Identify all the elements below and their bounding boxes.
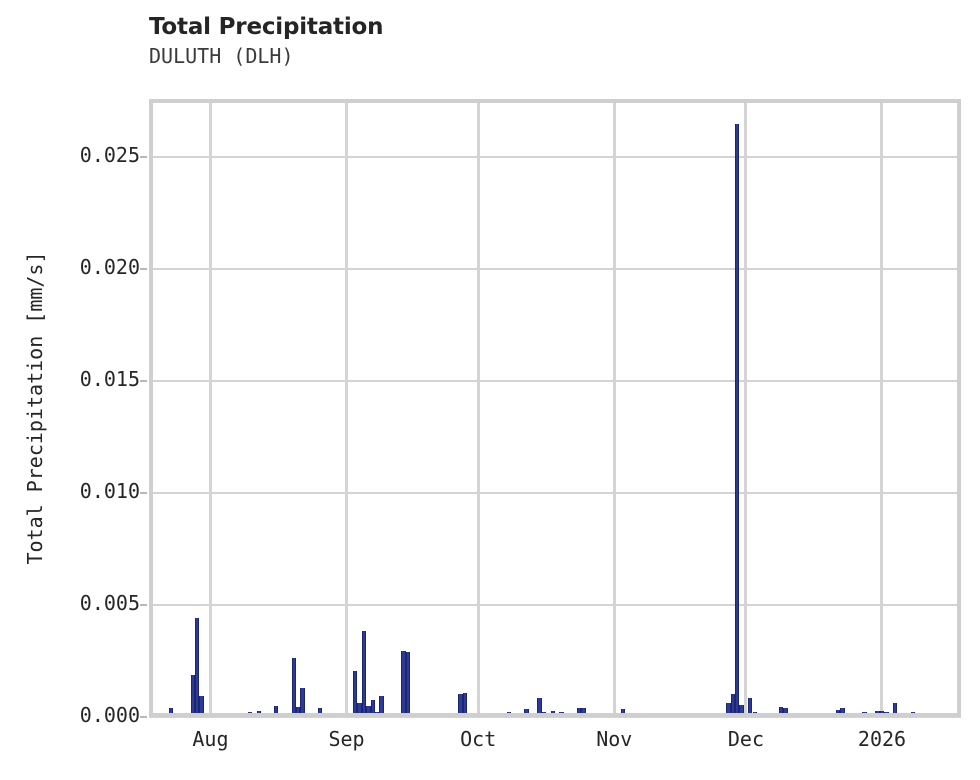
bar: [739, 704, 744, 715]
title-block: Total Precipitation DULUTH (DLH): [149, 14, 849, 69]
bar: [300, 688, 305, 715]
y-axis-tick-label: 0.025: [79, 143, 140, 168]
bar: [524, 709, 529, 715]
y-axis-tick-label: 0.010: [79, 479, 140, 504]
gridline-horizontal: [149, 604, 961, 607]
bar: [730, 693, 735, 715]
bar: [195, 617, 200, 715]
y-axis-tick-mark: [140, 492, 147, 495]
plot-area: [149, 99, 961, 718]
y-axis-tick-mark: [140, 268, 147, 271]
bar: [783, 708, 788, 715]
y-axis-tick-mark: [140, 380, 147, 383]
y-axis-tick-labels: 0.000 0.005 0.010 0.015 0.020 0.025: [12, 99, 147, 727]
x-axis-tick-label: Dec: [727, 727, 764, 751]
gridline-horizontal: [149, 380, 961, 383]
bar: [840, 708, 845, 715]
gridline-vertical: [476, 99, 480, 717]
bar: [620, 709, 626, 715]
bar: [581, 708, 586, 715]
bar: [199, 695, 204, 715]
axis-spine-bottom: [149, 713, 961, 717]
bar: [256, 710, 261, 715]
gridline-horizontal: [149, 156, 961, 159]
gridline-vertical: [612, 99, 616, 717]
bar: [550, 710, 555, 715]
bar: [462, 692, 468, 715]
bar: [726, 702, 731, 715]
axis-spine-right: [957, 99, 961, 717]
bar: [835, 710, 841, 715]
gridline-horizontal: [149, 268, 961, 271]
x-axis-tick-label: Aug: [192, 727, 229, 751]
y-axis-tick-label: 0.000: [79, 703, 140, 727]
x-axis-tick-label: Sep: [328, 727, 365, 751]
gridline-vertical: [345, 99, 348, 717]
bar: [366, 706, 371, 715]
bar: [361, 631, 367, 715]
y-axis-tick-mark: [140, 156, 147, 159]
gridline-vertical: [880, 99, 884, 717]
gridline-vertical: [208, 99, 212, 717]
bar: [892, 702, 898, 715]
axis-spine-top: [149, 99, 961, 103]
bar: [168, 708, 174, 715]
bar: [537, 698, 542, 715]
bar: [291, 657, 297, 715]
bar: [401, 651, 406, 715]
bar: [734, 123, 740, 715]
x-axis-tick-label: Oct: [460, 727, 497, 751]
bar: [778, 707, 784, 715]
x-axis-tick-label: Nov: [596, 727, 633, 751]
bar: [748, 698, 753, 715]
y-axis-tick-label: 0.015: [79, 367, 140, 392]
bar: [576, 708, 582, 715]
bar: [296, 707, 301, 715]
bar: [317, 708, 323, 715]
x-axis-tick-label: 2026: [857, 727, 907, 751]
axis-spine-left: [149, 99, 153, 717]
bar: [879, 710, 885, 715]
y-axis-tick-mark: [140, 604, 147, 607]
bar: [370, 700, 376, 715]
bar: [357, 702, 362, 715]
chart-subtitle-station: DULUTH (DLH): [149, 44, 294, 69]
chart-title: Total Precipitation: [149, 14, 384, 40]
bar-series-total-precipitation: [149, 99, 961, 717]
x-axis-tick-labels: Aug Sep Oct Nov Dec 2026: [149, 727, 961, 763]
bar: [405, 652, 411, 715]
bar: [379, 695, 384, 715]
bar: [458, 693, 463, 715]
y-axis-tick-mark: [140, 716, 147, 718]
y-axis-tick-label: 0.005: [79, 591, 140, 616]
bar: [190, 674, 196, 715]
gridline-vertical: [744, 99, 748, 717]
gridline-horizontal: [149, 716, 961, 718]
bar: [274, 706, 279, 715]
gridline-horizontal: [149, 492, 961, 495]
bar: [353, 671, 358, 715]
bar: [875, 710, 880, 715]
y-axis-tick-label: 0.020: [79, 255, 140, 280]
